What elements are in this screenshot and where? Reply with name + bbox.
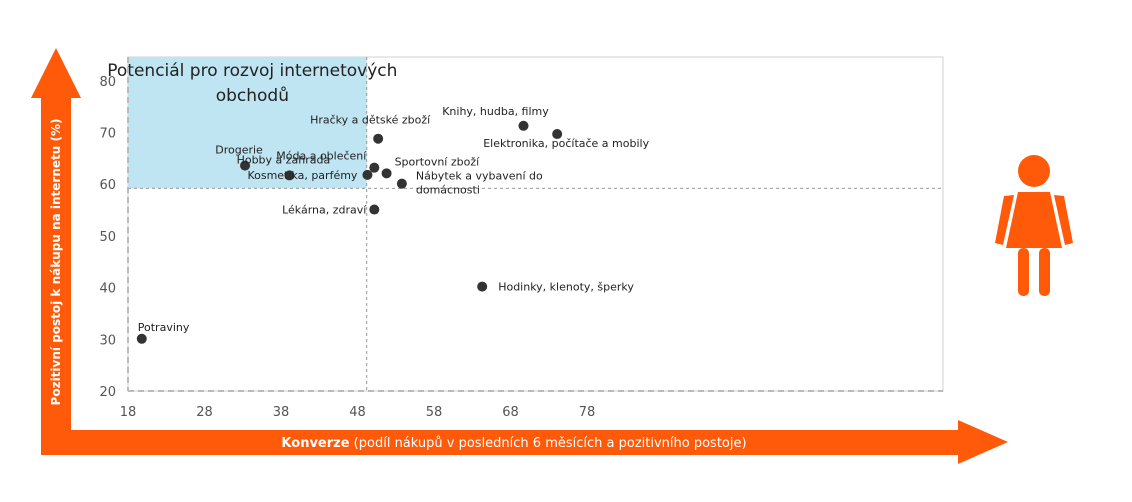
data-point <box>518 120 529 131</box>
y-tick-label: 30 <box>99 333 116 348</box>
x-axis-label-bold: Konverze <box>281 436 349 451</box>
x-tick-label: 18 <box>120 405 137 420</box>
y-tick-label: 40 <box>99 282 116 297</box>
data-point-label: Hodinky, klenoty, šperky <box>498 281 634 294</box>
data-point-label: Lékárna, zdraví <box>282 204 367 217</box>
data-point-label: Hobby a zahrada <box>237 153 331 166</box>
x-tick-label: 28 <box>196 405 213 420</box>
data-point <box>240 160 251 171</box>
data-point-label: Potraviny <box>138 321 190 334</box>
y-tick-label: 70 <box>99 127 116 142</box>
data-point-label: Knihy, hudba, filmy <box>442 105 549 118</box>
data-point-label: Elektronika, počítače a mobily <box>483 137 649 150</box>
quadrant-label-line-2: obchodů <box>216 86 289 106</box>
x-axis-label: Konverze (podíl nákupů v posledních 6 mě… <box>281 436 746 451</box>
data-point <box>552 129 563 140</box>
woman-icon <box>995 155 1073 296</box>
woman-icon-body <box>1006 192 1062 248</box>
label-line: Nábytek a vybavení do <box>416 170 543 183</box>
x-tick-label: 48 <box>349 405 366 420</box>
x-tick-label: 68 <box>502 405 519 420</box>
data-point-label: Hračky a dětské zboží <box>310 114 431 127</box>
data-point-label: Nábytek a vybavení do domácnosti <box>416 170 543 197</box>
woman-icon-leg-right <box>1039 248 1050 296</box>
x-tick-label: 58 <box>426 405 443 420</box>
woman-icon-head <box>1018 155 1050 187</box>
data-point <box>136 333 147 344</box>
axis-ticks: 18 28 38 48 58 68 78 20 30 40 50 60 70 80 <box>99 75 595 420</box>
data-point-label: Móda a oblečení <box>276 150 367 163</box>
data-point <box>369 162 380 173</box>
x-tick-label: 38 <box>273 405 290 420</box>
y-axis-label: Pozitivní postoj k nákupu na internetu (… <box>49 119 63 406</box>
y-tick-label: 50 <box>99 230 116 245</box>
quadrant-label-line-1: Potenciál pro rozvoj internetových <box>107 61 397 81</box>
x-axis-arrow: Konverze (podíl nákupů v posledních 6 mě… <box>41 420 1008 464</box>
label-line: domácnosti <box>416 184 480 197</box>
data-point-label: Drogerie <box>215 144 263 157</box>
woman-icon-arm-right <box>1054 195 1073 245</box>
x-arrow-shape <box>41 420 1008 464</box>
woman-icon-arm-left <box>995 195 1014 245</box>
woman-icon-leg-left <box>1018 248 1029 296</box>
data-point <box>362 169 373 180</box>
plot-area <box>127 56 944 392</box>
data-point <box>284 170 295 181</box>
y-tick-label: 80 <box>99 75 116 90</box>
data-point <box>369 204 380 215</box>
y-tick-label: 20 <box>99 385 116 400</box>
y-arrow-shape <box>31 48 81 430</box>
y-tick-label: 60 <box>99 178 116 193</box>
data-point <box>381 168 392 179</box>
data-point-label: Kosmetika, parfémy <box>247 169 357 182</box>
x-axis-label-rest: (podíl nákupů v posledních 6 měsících a … <box>350 436 747 451</box>
data-point <box>477 281 488 292</box>
y-axis-arrow: Pozitivní postoj k nákupu na internetu (… <box>31 48 81 430</box>
data-point <box>396 178 407 189</box>
x-tick-label: 78 <box>579 405 596 420</box>
data-point-label: Sportovní zboží <box>395 155 481 168</box>
data-point <box>373 133 384 144</box>
